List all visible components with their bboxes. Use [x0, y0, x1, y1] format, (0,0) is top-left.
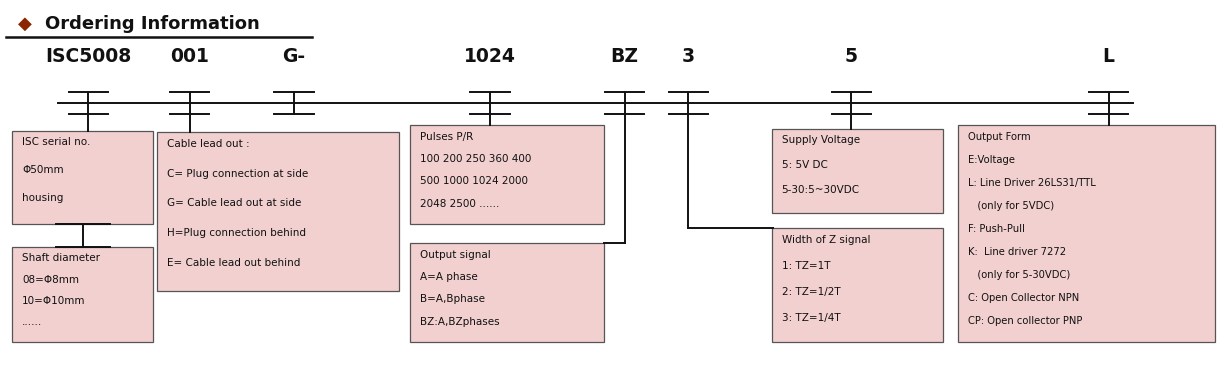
- Text: L: Line Driver 26LS31/TTL: L: Line Driver 26LS31/TTL: [968, 178, 1095, 188]
- Text: E:Voltage: E:Voltage: [968, 155, 1014, 165]
- Text: ◆: ◆: [18, 15, 32, 33]
- Text: E= Cable lead out behind: E= Cable lead out behind: [167, 258, 300, 268]
- Text: Output Form: Output Form: [968, 132, 1030, 142]
- Text: 1: TZ=1T: 1: TZ=1T: [782, 261, 831, 271]
- Text: 100 200 250 360 400: 100 200 250 360 400: [420, 154, 532, 164]
- Text: Cable lead out :: Cable lead out :: [167, 139, 249, 149]
- Text: C= Plug connection at side: C= Plug connection at side: [167, 169, 307, 179]
- Text: housing: housing: [22, 193, 64, 203]
- Text: 3: TZ=1/4T: 3: TZ=1/4T: [782, 313, 840, 323]
- FancyBboxPatch shape: [12, 131, 153, 224]
- Text: K:  Line driver 7272: K: Line driver 7272: [968, 247, 1066, 257]
- Text: 5: 5V DC: 5: 5V DC: [782, 160, 827, 170]
- FancyBboxPatch shape: [410, 243, 604, 342]
- Text: Width of Z signal: Width of Z signal: [782, 235, 870, 245]
- Text: 2: TZ=1/2T: 2: TZ=1/2T: [782, 287, 840, 297]
- Text: Φ50mm: Φ50mm: [22, 165, 64, 175]
- Text: 10=Φ10mm: 10=Φ10mm: [22, 296, 86, 306]
- Text: ISC serial no.: ISC serial no.: [22, 137, 91, 147]
- Text: ......: ......: [22, 318, 43, 328]
- Text: (only for 5-30VDC): (only for 5-30VDC): [968, 270, 1069, 280]
- Text: F: Push-Pull: F: Push-Pull: [968, 224, 1024, 234]
- Text: 2048 2500 ......: 2048 2500 ......: [420, 199, 500, 209]
- Text: G-: G-: [283, 47, 305, 66]
- Text: (only for 5VDC): (only for 5VDC): [968, 201, 1054, 211]
- FancyBboxPatch shape: [958, 125, 1215, 342]
- Text: ISC5008: ISC5008: [45, 47, 131, 66]
- Text: 001: 001: [170, 47, 209, 66]
- Text: L: L: [1102, 47, 1115, 66]
- FancyBboxPatch shape: [12, 247, 153, 342]
- FancyBboxPatch shape: [410, 125, 604, 224]
- FancyBboxPatch shape: [157, 132, 399, 291]
- Text: 500 1000 1024 2000: 500 1000 1024 2000: [420, 177, 528, 187]
- Text: 08=Φ8mm: 08=Φ8mm: [22, 275, 80, 284]
- Text: 5: 5: [845, 47, 857, 66]
- Text: Pulses P/R: Pulses P/R: [420, 132, 473, 142]
- Text: 1024: 1024: [464, 47, 516, 66]
- Text: A=A phase: A=A phase: [420, 272, 478, 282]
- Text: Shaft diameter: Shaft diameter: [22, 253, 100, 263]
- Text: BZ:A,BZphases: BZ:A,BZphases: [420, 316, 500, 326]
- Text: Ordering Information: Ordering Information: [45, 15, 260, 33]
- Text: 5-30:5~30VDC: 5-30:5~30VDC: [782, 185, 860, 195]
- FancyBboxPatch shape: [772, 228, 943, 342]
- Text: Output signal: Output signal: [420, 250, 491, 259]
- Text: BZ: BZ: [611, 47, 638, 66]
- FancyBboxPatch shape: [772, 129, 943, 213]
- Text: CP: Open collector PNP: CP: Open collector PNP: [968, 316, 1082, 326]
- Text: Supply Voltage: Supply Voltage: [782, 135, 860, 145]
- Text: B=A,Bphase: B=A,Bphase: [420, 294, 485, 304]
- Text: C: Open Collector NPN: C: Open Collector NPN: [968, 293, 1079, 303]
- Text: H=Plug connection behind: H=Plug connection behind: [167, 228, 305, 238]
- Text: 3: 3: [682, 47, 695, 66]
- Text: G= Cable lead out at side: G= Cable lead out at side: [167, 198, 301, 208]
